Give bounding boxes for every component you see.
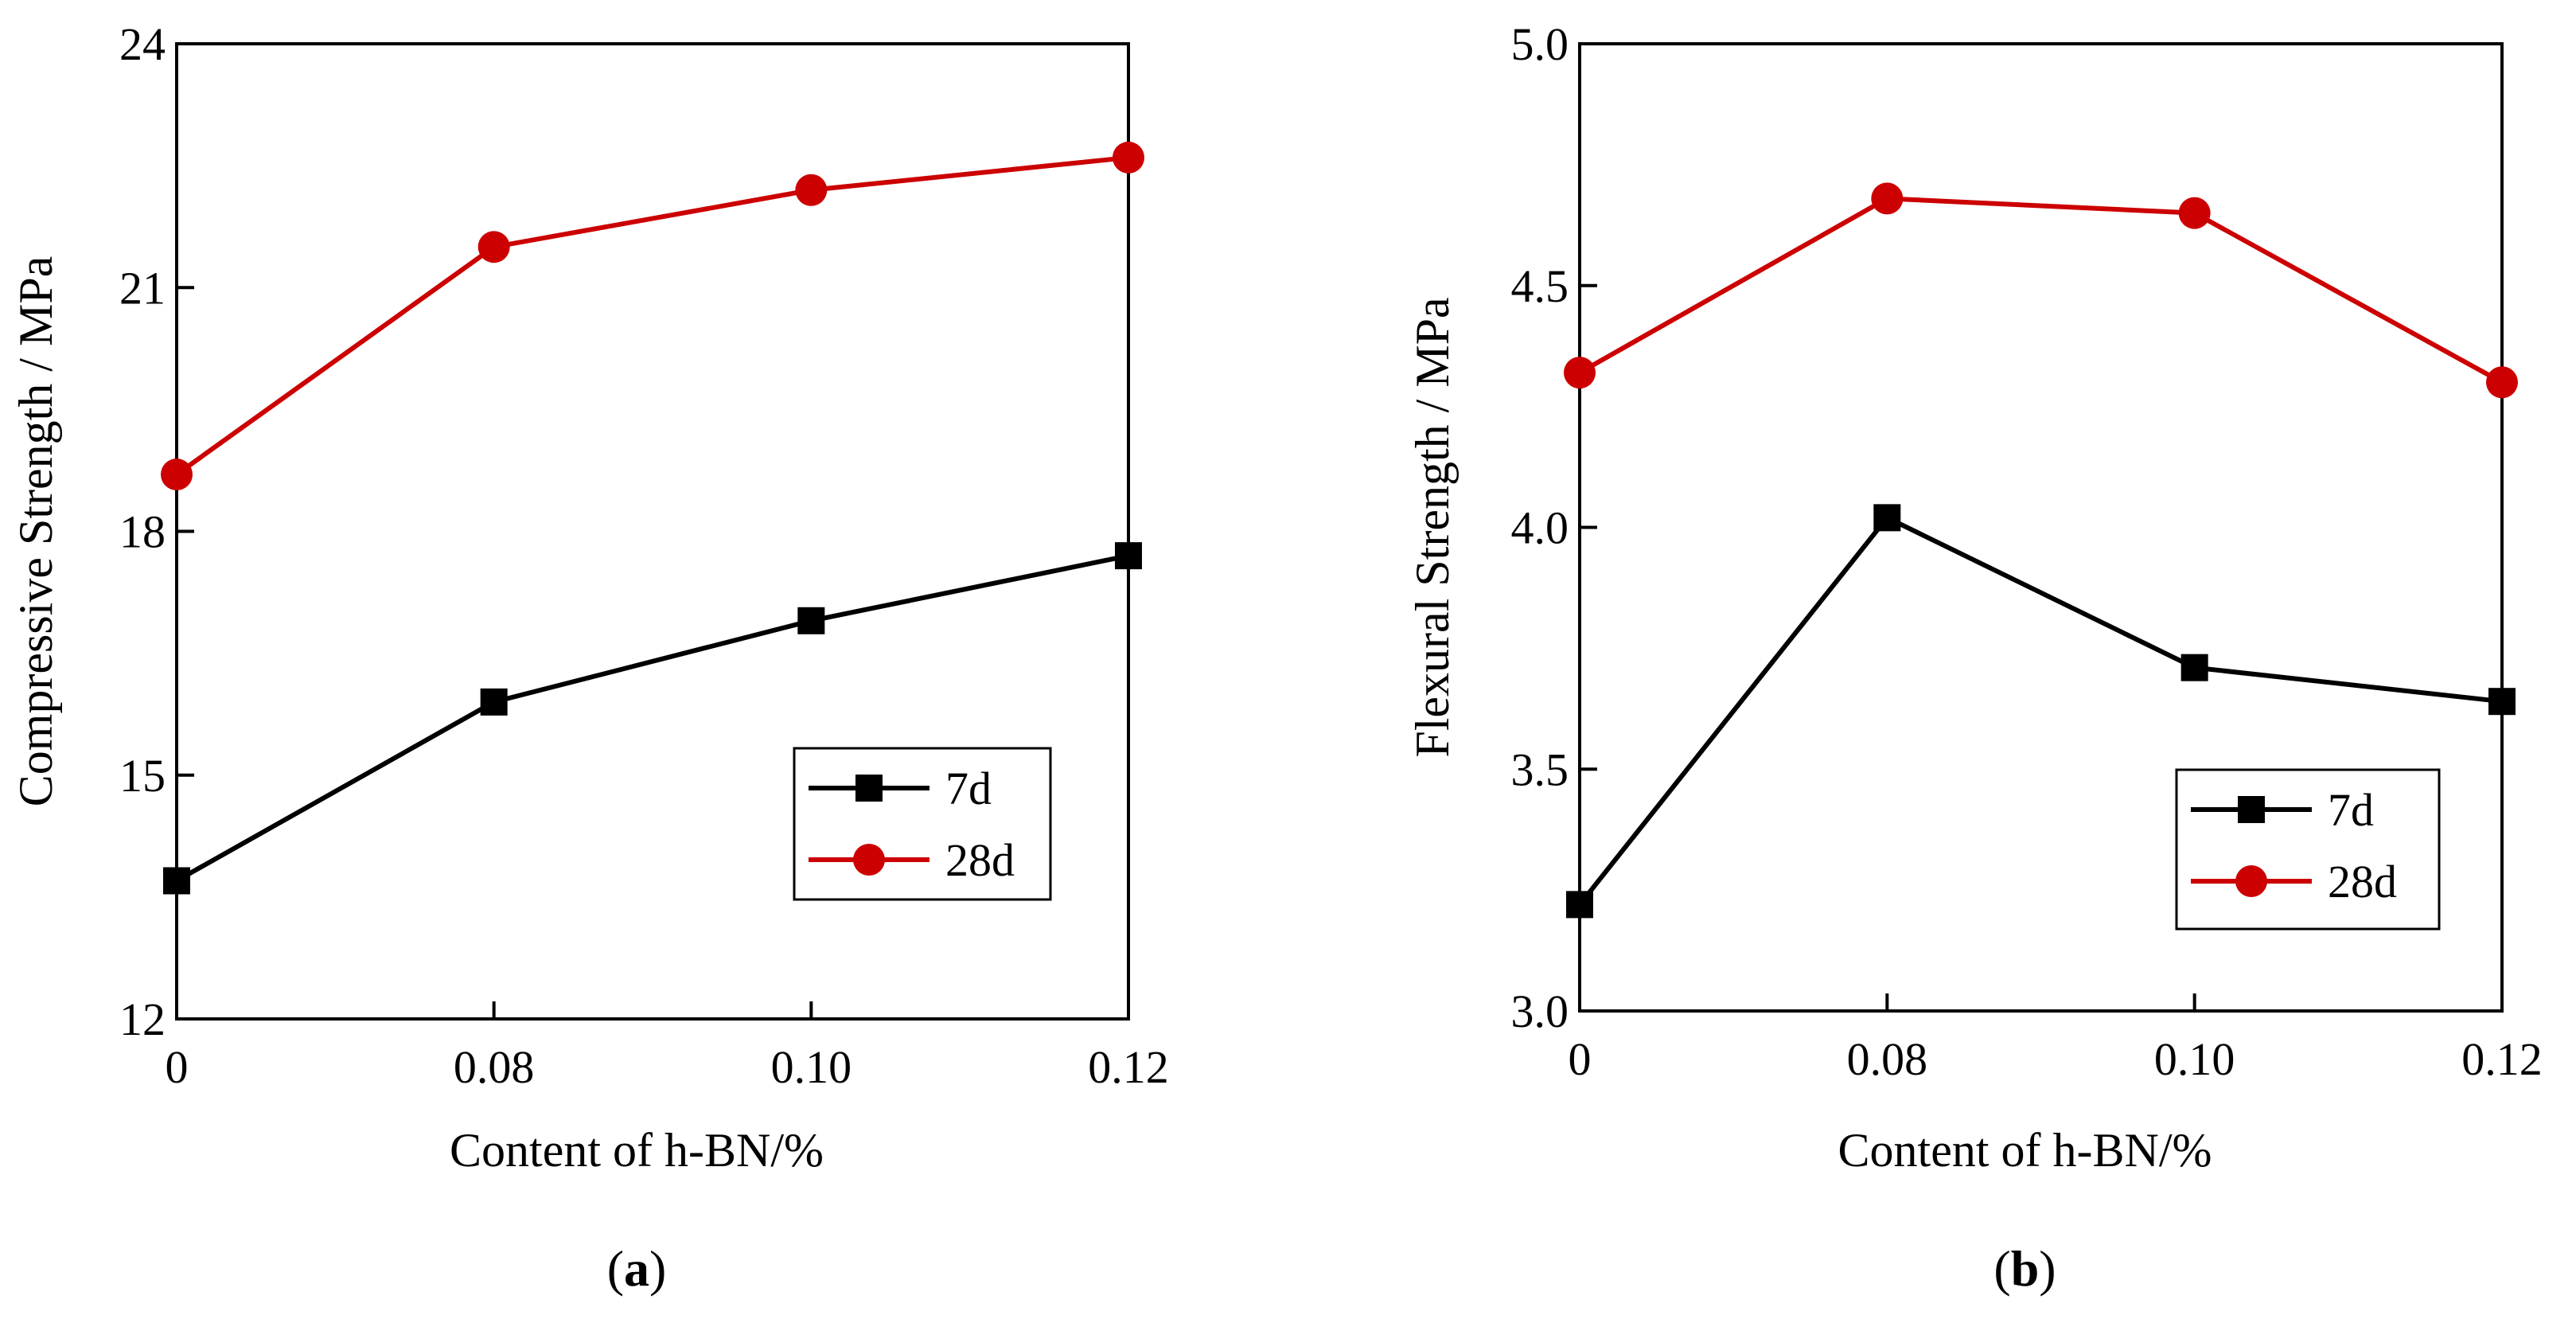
data-point-7d [1566, 891, 1593, 919]
y-tick-label: 21 [119, 262, 166, 314]
panel-label-open: ( [607, 1240, 624, 1297]
y-tick-label: 3.0 [1511, 985, 1569, 1037]
legend-marker-28d [853, 844, 885, 876]
series-line-28d [1578, 196, 2504, 384]
chart-panel-b: 3.0 3.5 4.0 4.5 5.0 0 0.08 0.10 0.12 Content of h… [1406, 18, 2543, 1297]
panel-label-open: ( [1993, 1240, 2010, 1297]
data-point-28d [795, 174, 828, 206]
data-point-7d [797, 607, 825, 634]
legend-label-28d: 28d [945, 834, 1015, 886]
x-tick-label: 0.12 [2461, 1033, 2543, 1085]
data-point-7d [2488, 688, 2516, 716]
panel-label-close: ) [2039, 1240, 2056, 1297]
x-tick-label: 0.12 [1088, 1041, 1169, 1093]
y-tick-label: 15 [119, 750, 166, 802]
panel-label-letter: a [624, 1240, 649, 1297]
y-axis-title: Flexural Strength / MPa [1406, 297, 1459, 757]
series-line-7d [1577, 514, 2503, 907]
legend-marker-28d [2235, 865, 2267, 897]
x-axis-title: Content of h-BN/% [450, 1124, 824, 1177]
x-tick-label: 0 [166, 1041, 189, 1093]
data-point-7d [1115, 542, 1142, 570]
data-point-7d [1873, 504, 1901, 532]
data-point-7d [163, 867, 190, 895]
y-axis-title: Compressive Strength / MPa [10, 256, 62, 807]
x-tick-label: 0.08 [454, 1041, 535, 1093]
legend-label-7d: 7d [2328, 784, 2374, 836]
chart-panel-a: 12 15 18 21 24 0 0.08 0.10 0.12 Content of h-BN/%… [10, 18, 1169, 1297]
y-tick-label: 4.0 [1511, 502, 1569, 554]
legend-label-7d: 7d [945, 763, 992, 814]
y-tick-label: 3.5 [1511, 743, 1569, 795]
x-tick-label: 0.10 [771, 1041, 852, 1093]
x-tick-label: 0.08 [1847, 1033, 1928, 1085]
data-point-28d [1871, 182, 1904, 215]
data-point-7d [2180, 654, 2208, 681]
y-tick-label: 24 [119, 18, 166, 70]
series-line-28d [175, 154, 1129, 477]
data-point-28d [1113, 141, 1144, 174]
legend-box [2175, 768, 2441, 931]
panel-label-letter: b [2011, 1240, 2040, 1297]
y-tick-label: 4.5 [1511, 260, 1569, 312]
legend-marker-7d [2238, 796, 2265, 823]
data-point-28d [2178, 197, 2211, 229]
panel-label: (b) [1993, 1240, 2056, 1297]
x-tick-label: 0.10 [2154, 1033, 2235, 1085]
panel-label-close: ) [649, 1240, 666, 1297]
data-point-28d [1564, 357, 1596, 389]
series-line-7d [175, 553, 1129, 884]
data-point-28d [2486, 366, 2518, 399]
legend-label-28d: 28d [2328, 856, 2397, 907]
y-tick-label: 5.0 [1511, 18, 1569, 70]
x-axis-title: Content of h-BN/% [1838, 1124, 2212, 1177]
legend-box [793, 747, 1052, 901]
y-tick-label: 18 [119, 506, 166, 558]
data-point-28d [477, 231, 510, 263]
x-tick-label: 0 [1569, 1033, 1592, 1085]
data-point-28d [161, 459, 193, 491]
legend-marker-7d [855, 775, 883, 802]
panel-label: (a) [607, 1240, 667, 1297]
y-tick-label: 12 [119, 993, 166, 1045]
data-point-7d [480, 688, 508, 716]
